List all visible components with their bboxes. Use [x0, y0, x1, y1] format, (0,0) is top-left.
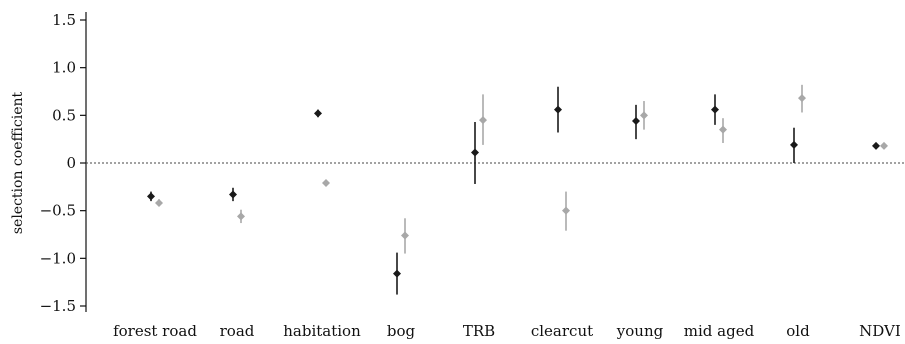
category-label: mid aged: [684, 322, 755, 340]
data-point: [393, 269, 401, 278]
data-point: [640, 111, 648, 120]
axis-layer: 1.5 1.0 0.5 0 −0.5 −1.0 −1.5 forest road road hab…: [40, 11, 901, 340]
data-point: [719, 125, 727, 134]
data-point: [872, 141, 880, 150]
y-tick-label: 1.5: [52, 11, 76, 29]
y-tick-label: 0.5: [52, 106, 76, 124]
y-tick-label: −0.5: [40, 202, 76, 220]
data-point: [229, 190, 237, 199]
y-axis-label: selection coefficient: [10, 91, 26, 234]
category-label: habitation: [283, 322, 361, 340]
data-point: [471, 148, 479, 157]
category-label: road: [220, 322, 255, 340]
category-label: bog: [387, 322, 416, 340]
category-label: old: [786, 322, 810, 340]
data-point: [790, 140, 798, 149]
marks-layer: [147, 84, 888, 295]
category-label: forest road: [113, 322, 197, 340]
category-label: TRB: [463, 322, 495, 340]
data-point: [562, 206, 570, 215]
y-tick-label: 1.0: [52, 59, 76, 77]
y-tick-label: −1.0: [40, 249, 76, 267]
data-point: [479, 116, 487, 125]
data-point: [147, 192, 155, 201]
data-point: [237, 212, 245, 221]
data-point: [632, 117, 640, 126]
category-label: NDVI: [859, 322, 901, 340]
data-point: [155, 199, 163, 208]
data-point: [880, 141, 888, 150]
data-point: [711, 105, 719, 114]
label-layer: selection coefficient: [10, 91, 26, 234]
category-label: young: [616, 322, 664, 340]
data-point: [401, 231, 409, 240]
data-point: [798, 94, 806, 103]
y-tick-label: −1.5: [40, 297, 76, 315]
data-point: [554, 105, 562, 114]
data-point: [314, 109, 322, 118]
y-tick-label: 0: [66, 154, 76, 172]
data-point: [322, 179, 330, 188]
category-label: clearcut: [531, 322, 593, 340]
